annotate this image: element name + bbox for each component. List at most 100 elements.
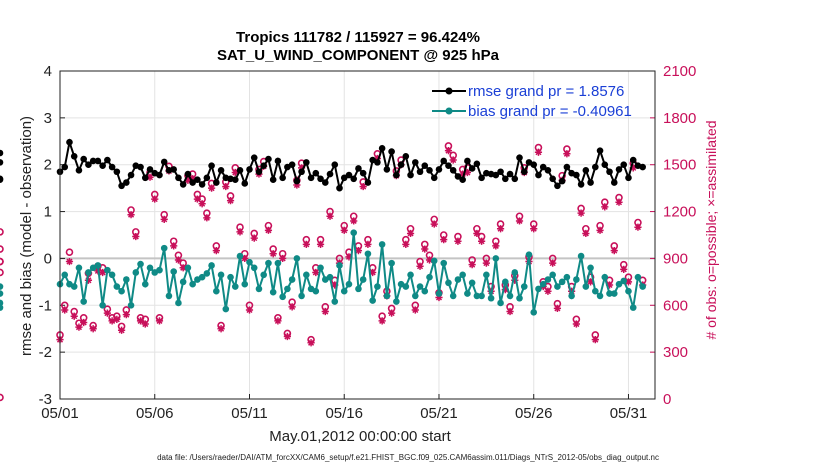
x-axis-ticks: 05/01 05/06 05/11 05/16 05/21 05/26 05/31: [41, 394, 647, 422]
legend-rmse-marker: [445, 87, 453, 95]
bias-point: [170, 268, 177, 275]
assimilated-obs-point: [430, 220, 438, 228]
bias-point: [454, 276, 462, 283]
assimilated-obs-point: [99, 268, 107, 277]
bias-point: [279, 293, 286, 301]
rmse-point: [592, 163, 599, 171]
rmse-point: [497, 168, 504, 176]
rmse-point: [416, 168, 424, 176]
legend-bias-marker: [445, 107, 453, 115]
bias-point: [336, 262, 343, 269]
rmse-point: [563, 163, 571, 171]
assimilated-obs-point: [179, 264, 187, 272]
y-right-tick-label: 1500: [663, 157, 696, 174]
assimilated-obs-point: [492, 242, 500, 250]
assimilated-obs-point: [501, 286, 509, 294]
bias-point: [606, 290, 613, 297]
bias-point: [416, 283, 424, 290]
legend-rmse-label: rmse grand pr = 1.8576: [468, 83, 624, 100]
assimilated-obs-point: [563, 150, 571, 158]
bias-point: [511, 269, 519, 276]
rmse-point: [393, 171, 400, 179]
y-tick-label: 0: [44, 250, 52, 267]
bias-point: [378, 241, 386, 248]
rmse-point: [85, 161, 92, 169]
bias-point: [558, 278, 566, 286]
assimilated-obs-point: [473, 229, 481, 238]
assimilated-obs-series: [56, 147, 647, 347]
bias-point: [269, 288, 277, 296]
rmse-point: [336, 184, 343, 192]
assimilated-obs-point: [226, 197, 235, 205]
assimilated-obs-point: [421, 245, 429, 253]
bias-point: [516, 294, 523, 302]
possible-obs-point: [0, 393, 4, 402]
assimilated-obs-point: [601, 203, 609, 211]
rmse-point: [141, 174, 149, 182]
bias-point: [123, 276, 130, 283]
assimilated-obs-point: [174, 256, 183, 264]
assimilated-obs-point: [293, 181, 301, 189]
bias-point: [312, 287, 320, 295]
assimilated-obs-point: [132, 232, 140, 241]
rmse-point: [236, 167, 244, 174]
rmse-point: [279, 174, 286, 182]
rmse-point: [260, 162, 268, 169]
assimilated-obs-point: [577, 209, 585, 217]
bias-point: [203, 270, 211, 277]
assimilated-obs-point: [203, 214, 211, 222]
bias-point: [85, 269, 92, 276]
rmse-point: [208, 162, 215, 169]
rmse-point: [639, 163, 646, 171]
rmse-point: [269, 176, 277, 184]
bias-point: [615, 280, 623, 288]
x-tick-label: 05/21: [420, 405, 458, 422]
rmse-point: [516, 154, 523, 161]
bias-point: [355, 285, 362, 293]
bias-point: [525, 251, 533, 258]
assimilated-obs-point: [459, 170, 467, 178]
bias-point: [587, 264, 594, 272]
assimilated-obs-point: [378, 317, 386, 325]
assimilated-obs-point: [463, 168, 472, 177]
bias-point: [487, 294, 495, 302]
assimilated-obs-point: [544, 287, 552, 295]
bias-point: [568, 292, 575, 300]
rmse-point: [355, 165, 362, 172]
y-tick-label: 4: [44, 63, 52, 80]
y-right-tick-label: 0: [663, 391, 671, 408]
assimilated-obs-point: [212, 247, 220, 255]
rmse-point: [440, 157, 448, 165]
x-axis-label: May.01,2012 00:00:00 start: [269, 428, 451, 445]
assimilated-obs-point: [416, 262, 424, 270]
bias-point: [601, 273, 609, 281]
possible-obs-point: [65, 248, 74, 256]
rmse-point: [388, 148, 395, 155]
rmse-point: [502, 175, 509, 183]
rmse-point: [549, 175, 556, 183]
rmse-point: [345, 171, 353, 179]
assimilated-obs-point: [160, 215, 168, 223]
rmse-point: [303, 159, 310, 166]
bias-point: [0, 290, 4, 297]
bias-point: [108, 271, 116, 279]
assimilated-obs-point: [288, 303, 296, 311]
bias-point: [213, 287, 220, 295]
assimilated-obs-point: [274, 317, 282, 325]
bias-point: [402, 283, 410, 290]
bias-point: [445, 279, 452, 287]
assimilated-obs-point: [245, 306, 254, 314]
rmse-point: [293, 177, 301, 185]
bias-point: [596, 292, 604, 300]
assimilated-obs-point: [264, 226, 273, 234]
rmse-point: [108, 163, 116, 171]
bias-point: [369, 297, 376, 304]
y-right-tick-label: 1800: [663, 110, 696, 127]
assimilated-obs-point: [236, 228, 244, 236]
rmse-point: [118, 182, 125, 190]
bias-point: [340, 287, 348, 295]
assimilated-obs-point: [624, 278, 633, 286]
bias-point: [359, 276, 367, 283]
bias-point: [70, 283, 78, 290]
assimilated-obs-point: [369, 268, 377, 277]
